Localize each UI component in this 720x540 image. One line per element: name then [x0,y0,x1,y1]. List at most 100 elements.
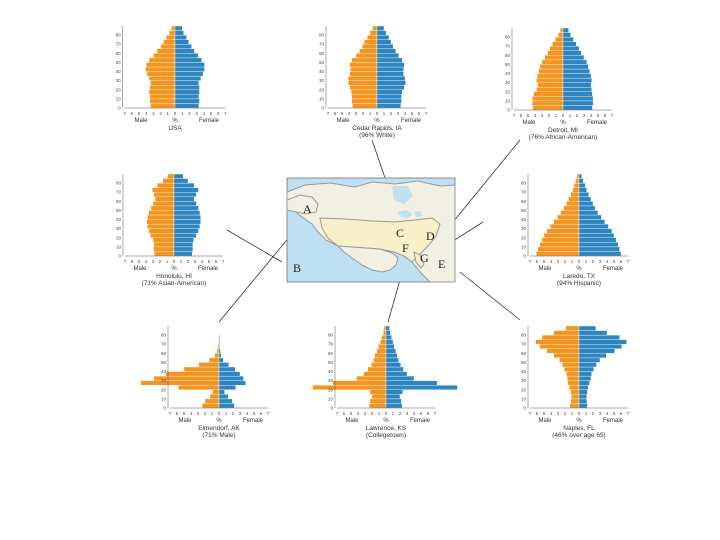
female-bar [578,375,592,381]
age-tick-label: 80 [116,33,122,38]
age-tick-label: 40 [116,69,122,74]
age-tick-label: 50 [116,60,122,65]
male-bar [570,398,580,404]
age-tick-label: 0 [507,108,510,113]
age-tick-label: 70 [328,342,334,347]
male-bar [572,187,580,193]
male-bar [565,325,580,331]
male-bar [167,173,175,179]
female-bar [562,77,592,83]
female-bar [562,59,587,65]
female-bar [385,385,458,390]
male-bar [169,30,176,36]
x-tick-label: 5 [183,411,186,416]
female-bar [385,380,438,386]
male-bar [349,62,378,68]
male-bar [147,223,175,229]
male-bar [566,201,580,207]
age-tick-label: 10 [521,396,527,401]
x-tick-label: 6 [604,113,607,118]
x-tick-label: 2 [232,411,235,416]
female-bar [376,98,402,104]
male-bar [560,27,564,33]
percent-axis-label: % [171,266,177,272]
x-tick-label: 5 [420,411,423,416]
female-bar [173,196,195,202]
x-tick-label: 1 [585,259,588,264]
age-tick-label: 10 [505,98,511,103]
age-tick-label: 60 [161,351,167,356]
x-tick-label: 1 [585,411,588,416]
female-bar [578,385,589,390]
percent-axis-label: % [383,418,389,424]
male-bar [355,53,378,59]
age-tick-label: 40 [116,217,122,222]
male-bar [557,214,580,220]
female-bar [385,330,391,336]
x-tick-label: 7 [327,111,330,116]
x-tick-label: 5 [138,259,141,264]
male-bar [350,89,378,95]
female-bar [376,62,405,68]
male-bar [541,59,564,65]
male-bar [156,48,176,54]
female-bar [376,75,406,81]
female-bar [174,94,199,100]
x-tick-label: 5 [350,411,353,416]
female-bar [218,339,220,345]
female-bar [174,85,200,90]
x-tick-label: 5 [543,259,546,264]
age-tick-label: 80 [521,333,527,338]
female-bar [385,398,402,404]
age-tick-label: 40 [521,369,527,374]
female-bar [218,344,220,349]
female-bar [174,71,204,77]
x-tick-label: 5 [543,411,546,416]
female-bar [174,89,200,95]
male-bar [544,55,564,61]
connector-line [459,271,521,321]
female-bar [218,357,224,363]
x-tick-label: 2 [187,259,190,264]
male-bar [547,50,564,56]
female-bar [376,103,401,109]
female-bar [173,178,189,184]
female-bar [578,210,599,216]
x-tick-label: 2 [592,259,595,264]
male-bar [568,196,580,202]
male-axis-label: Male [345,418,359,424]
female-bar [578,182,586,188]
female-bar [578,233,615,238]
x-tick-label: 0 [173,259,176,264]
male-bar [569,385,580,390]
female-bar [376,44,394,49]
x-tick-label: 1 [166,259,169,264]
map-letter-c: C [396,226,404,240]
female-bar [173,246,194,252]
male-bar [204,398,220,404]
x-tick-label: 4 [606,411,609,416]
age-tick-label: 0 [330,406,333,411]
age-tick-label: 0 [118,254,121,259]
female-bar [174,66,205,72]
x-tick-label: 3 [557,259,560,264]
female-bar [385,362,401,368]
male-bar [198,362,220,368]
female-bar [173,242,194,248]
female-bar [578,380,590,386]
female-bar [385,389,403,395]
female-bar [385,348,396,354]
male-bar [376,348,387,354]
age-tick-label: 30 [116,78,122,83]
connector-line [226,229,283,263]
x-tick-label: 2 [564,411,567,416]
male-bar [371,394,387,400]
male-bar [532,96,564,102]
female-bar [173,192,197,197]
male-bar [351,94,378,100]
female-bar [578,398,587,404]
age-tick-label: 10 [521,244,527,249]
x-tick-label: 7 [267,411,270,416]
female-bar [376,85,405,90]
